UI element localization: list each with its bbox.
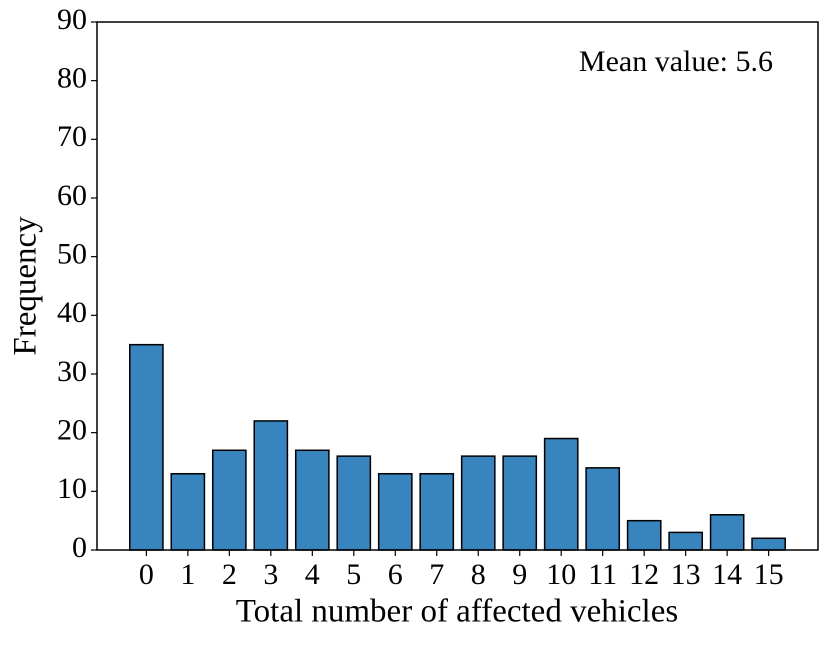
bar xyxy=(626,519,662,551)
bar xyxy=(585,467,621,551)
x-tick-label: 12 xyxy=(629,558,659,591)
x-tick-label: 11 xyxy=(588,558,617,591)
x-tick-label: 15 xyxy=(754,558,784,591)
bar xyxy=(502,455,538,551)
x-tick-label: 10 xyxy=(546,558,576,591)
x-tick-label: 7 xyxy=(429,558,444,591)
x-tick-label: 5 xyxy=(346,558,361,591)
bar xyxy=(253,420,289,551)
bar xyxy=(336,455,372,551)
x-tick-label: 6 xyxy=(388,558,403,591)
plot-frame xyxy=(96,21,819,551)
y-tick-label: 0 xyxy=(72,531,87,564)
y-tick-label: 50 xyxy=(57,238,87,271)
y-tick-label: 40 xyxy=(57,296,87,329)
y-tick-label: 80 xyxy=(57,62,87,95)
bar xyxy=(709,514,745,551)
bar xyxy=(460,455,496,551)
x-tick-label: 14 xyxy=(712,558,742,591)
x-tick-label: 9 xyxy=(512,558,527,591)
bar xyxy=(129,343,164,551)
x-tick-label: 0 xyxy=(139,558,154,591)
x-tick-label: 8 xyxy=(471,558,486,591)
bar xyxy=(211,449,247,551)
bar xyxy=(170,472,206,551)
bar xyxy=(294,449,330,551)
y-tick-label: 70 xyxy=(57,120,87,153)
x-tick-label: 3 xyxy=(263,558,278,591)
y-tick-label: 60 xyxy=(57,179,87,212)
bar xyxy=(377,472,413,551)
bar xyxy=(668,531,704,551)
x-tick-label: 1 xyxy=(180,558,195,591)
x-tick-label: 13 xyxy=(671,558,701,591)
y-axis-label: Frequency xyxy=(8,216,44,356)
x-tick-label: 2 xyxy=(222,558,237,591)
x-axis-label: Total number of affected vehicles xyxy=(236,594,678,630)
x-tick-label: 4 xyxy=(305,558,320,591)
bar xyxy=(543,437,579,551)
y-tick-label: 30 xyxy=(57,355,87,388)
annotation: Mean value: 5.6 xyxy=(579,45,773,78)
bar xyxy=(419,472,455,551)
bar xyxy=(751,537,786,551)
y-tick-label: 90 xyxy=(57,3,87,36)
y-tick-label: 10 xyxy=(57,472,87,505)
y-tick-label: 20 xyxy=(57,414,87,447)
